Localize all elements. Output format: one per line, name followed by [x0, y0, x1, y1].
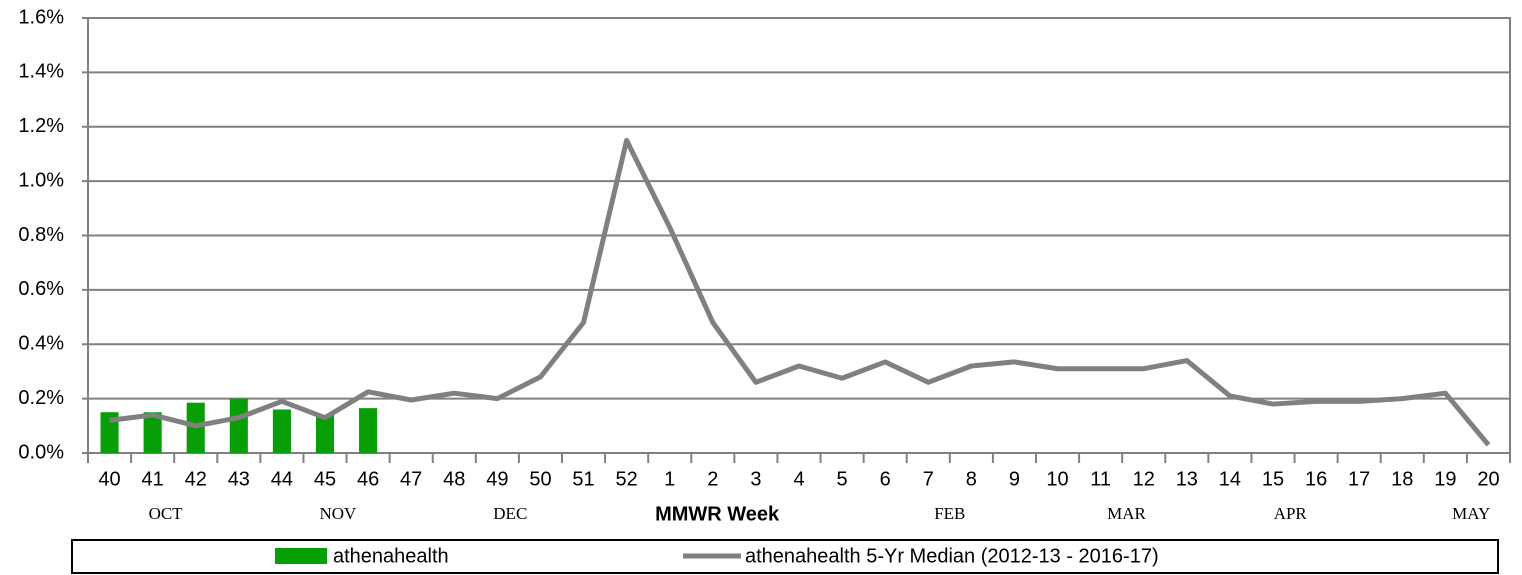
y-tick-label: 1.6%: [18, 6, 64, 28]
plot-border: [87, 17, 1511, 454]
x-tick-label: 14: [1219, 468, 1241, 490]
x-tick-label: 48: [443, 468, 465, 490]
x-tick-label: 19: [1434, 468, 1456, 490]
month-label: MAR: [1107, 504, 1146, 523]
x-tick-label: 46: [357, 468, 379, 490]
x-axis-title: MMWR Week: [655, 503, 780, 525]
bar: [359, 408, 378, 453]
x-tick-label: 41: [142, 468, 164, 490]
x-tick-label: 7: [923, 468, 934, 490]
x-tick-label: 20: [1477, 468, 1499, 490]
legend-box: [71, 539, 1499, 574]
x-tick-label: 49: [486, 468, 508, 490]
month-label: NOV: [320, 504, 358, 523]
line: [109, 137, 1491, 447]
x-tick-label: 50: [529, 468, 551, 490]
y-tick-label: 1.0%: [18, 169, 64, 191]
bar: [143, 412, 162, 453]
x-tick-label: 43: [228, 468, 250, 490]
x-tick-label: 45: [314, 468, 336, 490]
x-tick-label: 47: [400, 468, 422, 490]
x-tick-label: 18: [1391, 468, 1413, 490]
x-tick-label: 13: [1176, 468, 1198, 490]
x-tick-label: 40: [98, 468, 120, 490]
x-tick-label: 1: [664, 468, 675, 490]
x-tick-label: 5: [837, 468, 848, 490]
y-tick-label: 0.8%: [18, 224, 64, 246]
y-tick-label: 0.2%: [18, 387, 64, 409]
legend-swatch: [275, 548, 327, 564]
month-label: MAY: [1452, 504, 1490, 523]
x-tick-label: 16: [1305, 468, 1327, 490]
month-label: FEB: [934, 504, 965, 523]
y-tick-label: 1.4%: [18, 61, 64, 83]
x-tick-label: 17: [1348, 468, 1370, 490]
bar: [272, 409, 291, 453]
month-label: OCT: [149, 504, 184, 523]
y-tick-label: 0.0%: [18, 441, 64, 463]
y-tick-label: 0.6%: [18, 278, 64, 300]
x-tick-label: 42: [185, 468, 207, 490]
x-tick-label: 51: [572, 468, 594, 490]
x-tick-label: 12: [1133, 468, 1155, 490]
month-label: APR: [1274, 504, 1308, 523]
x-tick-label: 3: [750, 468, 761, 490]
legend-label: athenahealth 5-Yr Median (2012-13 - 2016…: [745, 545, 1159, 567]
bar: [315, 414, 335, 453]
y-tick-label: 1.2%: [18, 115, 64, 137]
x-tick-label: 11: [1090, 468, 1111, 490]
bar: [100, 412, 119, 453]
x-tick-label: 2: [707, 468, 718, 490]
x-tick-label: 9: [1009, 468, 1020, 490]
x-tick-label: 10: [1046, 468, 1068, 490]
x-tick-label: 4: [793, 468, 804, 490]
x-tick-label: 44: [271, 468, 293, 490]
x-tick-label: 15: [1262, 468, 1284, 490]
x-tick-label: 8: [966, 468, 977, 490]
legend-label: athenahealth: [333, 545, 449, 567]
x-tick-label: 52: [616, 468, 638, 490]
bar: [229, 398, 248, 453]
y-tick-label: 0.4%: [18, 333, 64, 355]
month-label: DEC: [493, 504, 527, 523]
x-tick-label: 6: [880, 468, 891, 490]
